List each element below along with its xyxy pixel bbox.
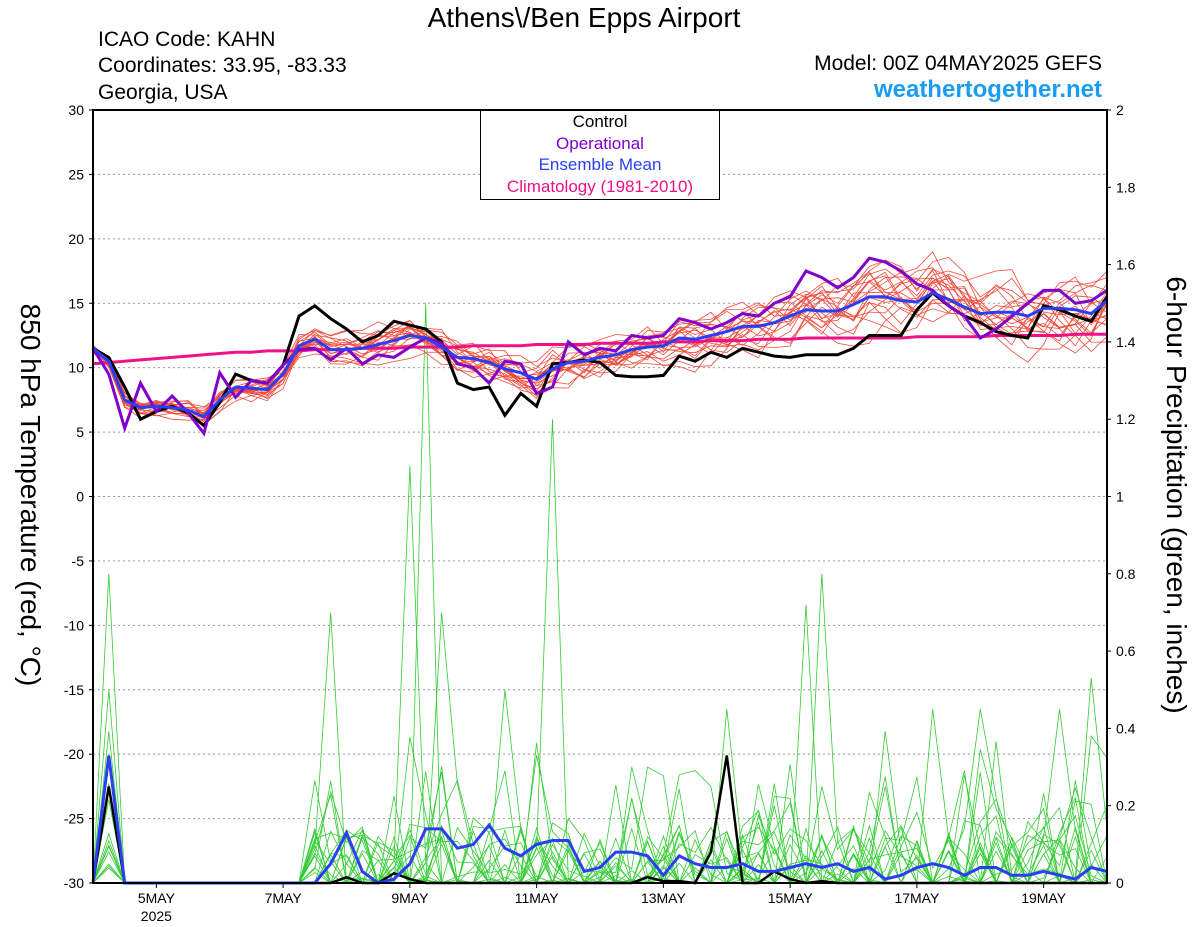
right-tick-label: 0 [1116, 875, 1124, 891]
main-series [91, 256, 1109, 885]
left-tick-label: -5 [72, 553, 85, 569]
left-tick-label: -25 [64, 811, 84, 827]
left-tick-label: 20 [68, 231, 84, 247]
right-tick-label: 1.8 [1116, 179, 1136, 195]
legend-climatology: Climatology (1981-2010) [506, 176, 694, 196]
x-tick-label: 7MAY [265, 890, 303, 906]
icao-code: ICAO Code: KAHN [98, 28, 276, 51]
climatology-line [92, 332, 1107, 366]
precip-member-line [92, 573, 1108, 885]
right-axis-ticks: 0 0.2 0.4 0.6 0.8 1 1.2 1.4 1.6 1.8 2 [1107, 102, 1136, 891]
temp-member-line [92, 259, 1108, 419]
left-tick-label: 10 [68, 360, 84, 376]
temp-mean-line [92, 291, 1108, 419]
right-axis-label: 6-hour Precipitation (green, inches) [1161, 276, 1192, 714]
temp-member-line [92, 275, 1108, 411]
legend: Control Operational Ensemble Mean Climat… [480, 110, 720, 200]
chart-title: Athens\/Ben Epps Airport [427, 2, 741, 33]
legend-ensemble-mean: Ensemble Mean [538, 155, 662, 174]
region: Georgia, USA [98, 81, 228, 104]
precip-member-line [92, 689, 1107, 885]
temp-member-line [92, 295, 1108, 426]
right-tick-label: 0.8 [1116, 566, 1136, 582]
website-link[interactable]: weathertogether.net [873, 76, 1102, 103]
x-tick-label: 11MAY [515, 890, 559, 906]
temp-member-line [92, 271, 1108, 414]
left-tick-label: 30 [68, 102, 84, 118]
coordinates: Coordinates: 33.95, -83.33 [98, 54, 347, 77]
right-tick-label: 1 [1116, 489, 1124, 505]
left-tick-label: 25 [68, 166, 84, 182]
left-tick-label: -20 [64, 746, 84, 762]
x-tick-label: 9MAY [391, 890, 429, 906]
legend-control: Control [572, 112, 628, 131]
left-tick-label: 0 [76, 489, 84, 505]
temp-member-line [92, 269, 1108, 421]
precip-member-line [93, 419, 1107, 885]
x-tick-label: 15MAY [768, 890, 814, 906]
x-tick-label: 19MAY [1021, 890, 1067, 906]
right-tick-label: 1.6 [1116, 257, 1136, 273]
left-tick-label: 5 [76, 424, 84, 440]
x-axis-ticks: 5MAY 2025 7MAY 9MAY 11MAY 13MAY 15MAY 17MAY 19MA… [138, 883, 1067, 924]
grid-lines [93, 173, 1107, 820]
left-tick-label: -10 [64, 617, 84, 633]
right-tick-label: 0.2 [1116, 798, 1136, 814]
x-tick-sublabel: 2025 [141, 908, 172, 924]
left-tick-label: -30 [64, 875, 84, 891]
legend-operational: Operational [556, 133, 644, 153]
temp-ensemble-members [92, 251, 1108, 426]
model-run: Model: 00Z 04MAY2025 GEFS [814, 52, 1102, 75]
right-tick-label: 1.4 [1116, 334, 1136, 350]
right-tick-label: 0.4 [1116, 720, 1136, 736]
temp-member-line [92, 280, 1108, 416]
x-tick-label: 5MAY [138, 890, 176, 906]
x-tick-label: 13MAY [641, 890, 687, 906]
right-tick-label: 0.6 [1116, 643, 1136, 659]
x-tick-label: 17MAY [894, 890, 940, 906]
right-tick-label: 2 [1116, 102, 1124, 118]
left-axis-ticks: -30 -25 -20 -15 -10 -5 0 5 10 15 20 25 30 [64, 102, 93, 891]
right-tick-label: 1.2 [1116, 411, 1136, 427]
left-axis-label: 850 hPa Temperature (red, °C) [15, 303, 46, 687]
temp-member-line [92, 272, 1108, 413]
left-tick-label: 15 [68, 295, 84, 311]
precip-member-line [93, 573, 1107, 885]
left-tick-label: -15 [64, 682, 84, 698]
precip-member-line [93, 465, 1108, 885]
